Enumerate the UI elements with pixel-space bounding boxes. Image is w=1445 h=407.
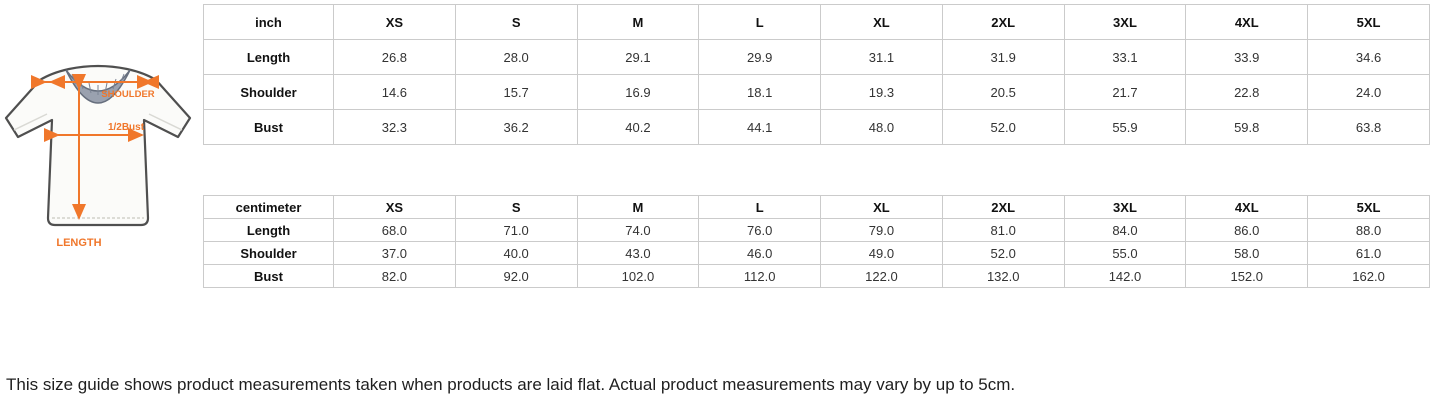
measurement-value: 92.0 <box>454 264 578 288</box>
measurement-value: 31.9 <box>941 39 1065 75</box>
measurement-value: 49.0 <box>820 241 943 265</box>
size-column-header: XL <box>820 195 943 219</box>
measurement-value: 43.0 <box>576 241 700 265</box>
measurement-value: 26.8 <box>333 39 456 75</box>
measurement-row: Shoulder 37.0 40.0 43.0 46.0 49.0 52.0 55.0 58.0… <box>203 241 1430 265</box>
measurement-value: 40.0 <box>454 241 578 265</box>
size-column-header: 3XL <box>1063 4 1187 40</box>
size-column-header: XS <box>333 4 456 40</box>
measurement-value: 132.0 <box>941 264 1065 288</box>
size-column-header: 2XL <box>941 4 1065 40</box>
size-column-header: L <box>698 4 822 40</box>
measurement-value: 32.3 <box>333 109 456 145</box>
size-tables: inch XS S M L XL 2XL 3XL 4XL 5XL Length 26.8 28.0 29.… <box>203 4 1430 288</box>
length-label: LENGTH <box>56 237 101 249</box>
measurement-value: 52.0 <box>941 241 1065 265</box>
measurement-value: 15.7 <box>454 74 578 110</box>
measurement-value: 55.9 <box>1063 109 1187 145</box>
measurement-value: 68.0 <box>333 218 456 242</box>
measurement-value: 14.6 <box>333 74 456 110</box>
size-column-header: L <box>698 195 822 219</box>
size-table-header-row: inch XS S M L XL 2XL 3XL 4XL 5XL <box>203 4 1430 40</box>
measurement-value: 59.8 <box>1185 109 1309 145</box>
measurement-value: 63.8 <box>1307 109 1430 145</box>
size-table-header-row: centimeter XS S M L XL 2XL 3XL 4XL 5XL <box>203 195 1430 219</box>
measurement-value: 18.1 <box>698 74 822 110</box>
measurement-value: 55.0 <box>1063 241 1187 265</box>
unit-label: inch <box>203 4 334 40</box>
measurement-value: 102.0 <box>576 264 700 288</box>
size-table-inch: inch XS S M L XL 2XL 3XL 4XL 5XL Length 26.8 28.0 29.… <box>203 4 1430 145</box>
measurement-value: 34.6 <box>1307 39 1430 75</box>
measurement-row: Shoulder 14.6 15.7 16.9 18.1 19.3 20.5 21.7 22.8… <box>203 74 1430 110</box>
measurement-value: 71.0 <box>454 218 578 242</box>
size-column-header: XL <box>820 4 943 40</box>
measurement-value: 152.0 <box>1185 264 1309 288</box>
measurement-value: 37.0 <box>333 241 456 265</box>
size-column-header: 2XL <box>941 195 1065 219</box>
size-column-header: S <box>454 4 578 40</box>
measurement-value: 20.5 <box>941 74 1065 110</box>
measurement-row: Bust 82.0 92.0 102.0 112.0 122.0 132.0 142.0 152… <box>203 264 1430 288</box>
measurement-value: 58.0 <box>1185 241 1309 265</box>
size-column-header: 4XL <box>1185 4 1309 40</box>
measurement-value: 31.1 <box>820 39 943 75</box>
measurement-label: Bust <box>203 264 334 288</box>
tshirt-illustration: SHOULDER 1/2Bust LENGTH <box>4 64 192 249</box>
measurement-row: Bust 32.3 36.2 40.2 44.1 48.0 52.0 55.9 59.8 63.8 <box>203 109 1430 145</box>
measurement-value: 142.0 <box>1063 264 1187 288</box>
measurement-value: 46.0 <box>698 241 822 265</box>
unit-label: centimeter <box>203 195 334 219</box>
measurement-label: Length <box>203 218 334 242</box>
measurement-value: 40.2 <box>576 109 700 145</box>
measurement-value: 74.0 <box>576 218 700 242</box>
measurement-value: 21.7 <box>1063 74 1187 110</box>
measurement-value: 16.9 <box>576 74 700 110</box>
measurement-value: 61.0 <box>1307 241 1430 265</box>
measurement-row: Length 68.0 71.0 74.0 76.0 79.0 81.0 84.0 86.0 88… <box>203 218 1430 242</box>
half-bust-label: 1/2Bust <box>108 122 145 133</box>
size-column-header: M <box>576 195 700 219</box>
size-column-header: 4XL <box>1185 195 1309 219</box>
size-column-header: 5XL <box>1307 4 1430 40</box>
measurement-value: 81.0 <box>941 218 1065 242</box>
measurement-value: 162.0 <box>1307 264 1430 288</box>
size-column-header: XS <box>333 195 456 219</box>
measurement-value: 28.0 <box>454 39 578 75</box>
measurement-value: 76.0 <box>698 218 822 242</box>
measurement-label: Shoulder <box>203 74 334 110</box>
size-table-centimeter: centimeter XS S M L XL 2XL 3XL 4XL 5XL Length 68.0 7… <box>203 195 1430 288</box>
measurement-value: 79.0 <box>820 218 943 242</box>
measurement-label: Length <box>203 39 334 75</box>
measurement-label: Shoulder <box>203 241 334 265</box>
measurement-value: 33.9 <box>1185 39 1309 75</box>
measurement-value: 44.1 <box>698 109 822 145</box>
measurement-value: 48.0 <box>820 109 943 145</box>
measurement-value: 22.8 <box>1185 74 1309 110</box>
measurement-value: 82.0 <box>333 264 456 288</box>
size-guide-note: This size guide shows product measuremen… <box>6 375 1016 394</box>
measurement-label: Bust <box>203 109 334 145</box>
measurement-value: 112.0 <box>698 264 822 288</box>
size-column-header: M <box>576 4 700 40</box>
measurement-value: 36.2 <box>454 109 578 145</box>
size-column-header: S <box>454 195 578 219</box>
measurement-value: 88.0 <box>1307 218 1430 242</box>
measurement-value: 33.1 <box>1063 39 1187 75</box>
shoulder-label: SHOULDER <box>101 89 154 100</box>
measurement-value: 29.1 <box>576 39 700 75</box>
tshirt-measurement-diagram: SHOULDER 1/2Bust LENGTH <box>2 62 192 258</box>
size-column-header: 5XL <box>1307 195 1430 219</box>
measurement-row: Length 26.8 28.0 29.1 29.9 31.1 31.9 33.1 33.9 34… <box>203 39 1430 75</box>
size-column-header: 3XL <box>1063 195 1187 219</box>
measurement-value: 29.9 <box>698 39 822 75</box>
measurement-value: 86.0 <box>1185 218 1309 242</box>
measurement-value: 24.0 <box>1307 74 1430 110</box>
measurement-value: 84.0 <box>1063 218 1187 242</box>
measurement-value: 19.3 <box>820 74 943 110</box>
measurement-value: 122.0 <box>820 264 943 288</box>
measurement-value: 52.0 <box>941 109 1065 145</box>
